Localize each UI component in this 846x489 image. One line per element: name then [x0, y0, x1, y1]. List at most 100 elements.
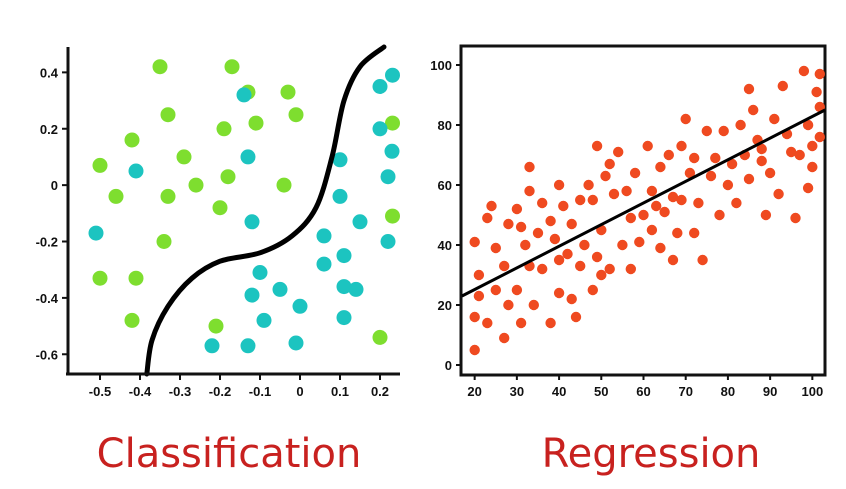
y-tick-label: 0 [51, 178, 58, 193]
data-point [705, 170, 717, 182]
data-point [204, 338, 220, 354]
y-tick-label: 80 [438, 118, 452, 133]
data-point [248, 115, 264, 131]
data-point [807, 161, 818, 173]
data-point [537, 263, 548, 275]
data-point [814, 68, 825, 80]
data-point [558, 200, 569, 212]
data-point [348, 281, 364, 297]
data-point [473, 269, 485, 281]
data-point [764, 167, 776, 179]
data-point [718, 125, 729, 137]
x-tick-label: 30 [510, 384, 524, 399]
data-point [701, 125, 712, 137]
data-point [224, 59, 240, 75]
data-point [256, 312, 272, 328]
data-point [532, 227, 544, 239]
data-point [583, 179, 594, 191]
data-point [124, 132, 140, 148]
data-point [760, 209, 772, 221]
data-point [625, 212, 636, 224]
data-point [726, 158, 738, 170]
data-point [545, 317, 556, 329]
data-point [794, 149, 805, 161]
data-point [380, 169, 396, 185]
data-point [92, 270, 108, 286]
data-point [524, 161, 535, 173]
regression-chart: 20 30 40 50 60 70 80 90 100 0 20 40 60 80 100 Regress… [430, 44, 827, 477]
data-point [511, 203, 523, 215]
data-point [663, 149, 674, 161]
x-tick-label: 80 [721, 384, 735, 399]
data-point [385, 208, 400, 224]
x-tick-label: 0.1 [331, 384, 349, 399]
data-point [680, 113, 691, 125]
data-point [152, 59, 168, 75]
classification-x-ticks: -0.5 -0.4 -0.3 -0.2 -0.1 0 0.1 0.2 [89, 374, 389, 399]
data-point [646, 224, 658, 236]
data-point [634, 236, 645, 248]
data-point [92, 157, 108, 173]
classification-caption: Classification [97, 431, 362, 477]
data-point [336, 310, 352, 326]
data-point [655, 242, 666, 254]
x-tick-label: 20 [467, 384, 481, 399]
data-point [591, 140, 603, 152]
data-point [625, 263, 636, 275]
data-point [385, 115, 400, 131]
data-point [621, 185, 632, 197]
data-point [236, 87, 252, 103]
data-point [220, 169, 236, 185]
data-point [798, 65, 810, 77]
data-point [562, 248, 573, 260]
data-point [528, 299, 539, 311]
data-point [244, 287, 260, 303]
data-point [537, 197, 548, 209]
y-tick-label: -0.6 [36, 347, 58, 362]
data-point [88, 225, 104, 241]
data-point [252, 265, 268, 280]
data-point [667, 191, 679, 203]
data-point [385, 67, 400, 83]
data-point [689, 227, 700, 239]
classification-y-ticks: 0.4 0.2 0 -0.2 -0.4 -0.6 [36, 65, 68, 362]
data-point [591, 251, 603, 263]
data-point [503, 299, 514, 311]
data-point [549, 233, 561, 245]
data-point [336, 248, 352, 264]
data-point [579, 239, 590, 251]
x-tick-label: 60 [636, 384, 650, 399]
data-point [244, 214, 260, 230]
data-point [515, 317, 527, 329]
data-point [469, 344, 480, 356]
regression-line [461, 108, 826, 298]
data-point [608, 188, 620, 200]
data-point [553, 254, 565, 266]
data-point [240, 338, 256, 354]
y-tick-label: 0.2 [40, 122, 58, 137]
data-point [575, 260, 586, 272]
data-point [743, 83, 755, 95]
data-point [756, 155, 767, 167]
data-point [503, 218, 514, 230]
y-tick-label: -0.2 [36, 235, 58, 250]
x-tick-label: 70 [678, 384, 692, 399]
data-point [316, 228, 332, 244]
data-point [676, 140, 687, 152]
data-point [604, 263, 615, 275]
data-point [212, 200, 228, 216]
data-point [570, 311, 582, 323]
data-point [790, 212, 801, 224]
data-point [216, 121, 232, 137]
data-point [482, 212, 493, 224]
x-tick-label: -0.4 [129, 384, 152, 399]
data-point [773, 188, 784, 200]
x-tick-label: -0.2 [209, 384, 231, 399]
data-point [352, 214, 368, 230]
data-point [566, 218, 577, 230]
data-point [587, 194, 598, 206]
data-point [372, 79, 388, 94]
classification-plot-area [68, 47, 400, 373]
x-tick-label: 50 [594, 384, 608, 399]
regression-y-ticks: 0 20 40 60 80 100 [430, 58, 462, 373]
